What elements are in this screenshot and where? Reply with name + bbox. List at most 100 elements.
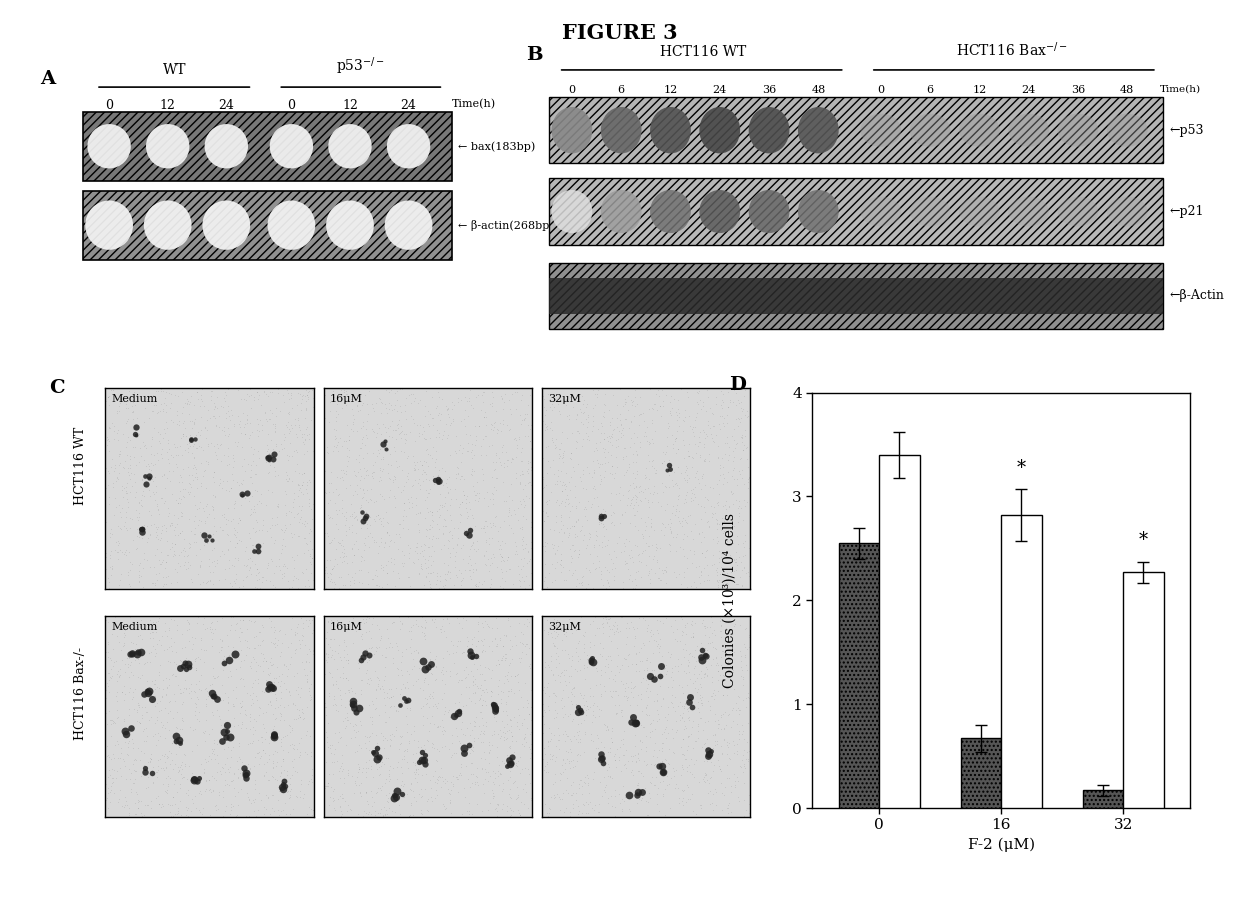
Point (711, 457, 730, 472)
Point (264, 535, 284, 550)
Point (229, 420, 249, 435)
Point (445, 482, 465, 497)
Point (577, 412, 596, 426)
Point (684, 517, 704, 531)
Point (153, 431, 172, 446)
Point (420, 687, 440, 701)
Point (521, 551, 541, 566)
Point (538, 735, 558, 750)
Point (649, 572, 668, 586)
Point (677, 472, 697, 487)
Point (118, 735, 138, 750)
Point (645, 396, 665, 411)
Point (536, 423, 556, 437)
Point (172, 429, 192, 444)
Point (641, 668, 661, 683)
Point (418, 505, 438, 519)
Point (264, 624, 284, 639)
Point (577, 540, 596, 555)
Point (203, 625, 223, 640)
Point (151, 629, 171, 644)
Point (712, 747, 732, 761)
Point (637, 621, 657, 635)
Point (340, 509, 360, 523)
Ellipse shape (910, 196, 950, 226)
Point (708, 521, 728, 536)
Point (681, 494, 701, 509)
Point (283, 530, 303, 544)
Point (696, 452, 715, 467)
Point (366, 728, 386, 742)
Point (639, 453, 658, 467)
Point (326, 551, 346, 566)
Point (508, 702, 528, 717)
Point (587, 524, 606, 539)
Point (574, 658, 594, 673)
Point (260, 403, 280, 417)
Point (351, 421, 371, 436)
Point (195, 643, 215, 657)
Point (693, 651, 713, 666)
Point (520, 490, 539, 505)
Point (265, 639, 285, 654)
Point (211, 632, 231, 646)
Point (143, 625, 162, 640)
Point (544, 673, 564, 687)
Point (436, 477, 456, 491)
Text: Medium: Medium (112, 623, 157, 633)
Point (331, 649, 351, 664)
Point (330, 550, 350, 564)
Point (213, 653, 233, 667)
Point (223, 416, 243, 431)
Point (386, 788, 405, 803)
Point (172, 710, 192, 725)
Point (583, 497, 603, 511)
Point (283, 753, 303, 768)
Point (485, 462, 505, 477)
Point (351, 521, 371, 536)
Point (732, 404, 751, 418)
Point (636, 535, 656, 550)
Point (578, 702, 598, 717)
Point (316, 552, 336, 567)
Point (373, 450, 393, 465)
Point (717, 771, 737, 785)
Point (548, 706, 568, 720)
Point (694, 425, 714, 439)
Point (243, 733, 263, 748)
Point (723, 486, 743, 500)
Point (268, 780, 288, 794)
Point (117, 793, 136, 808)
Point (221, 534, 241, 549)
Point (371, 469, 391, 484)
Point (625, 398, 645, 413)
Point (154, 404, 174, 418)
Point (673, 642, 693, 656)
Point (419, 550, 439, 564)
Point (403, 783, 423, 798)
Point (429, 425, 449, 440)
Point (515, 730, 534, 745)
Point (655, 478, 675, 493)
Point (708, 574, 728, 589)
Point (99, 669, 119, 684)
Point (157, 452, 177, 467)
Point (185, 708, 205, 722)
Point (391, 425, 410, 439)
Point (387, 460, 407, 475)
Point (203, 499, 223, 514)
Point (334, 660, 353, 675)
Point (694, 645, 714, 659)
Point (419, 804, 439, 819)
Point (512, 538, 532, 552)
Point (562, 687, 582, 701)
Point (403, 651, 423, 666)
Point (637, 653, 657, 667)
Point (296, 475, 316, 489)
Point (591, 789, 611, 803)
Point (445, 491, 465, 506)
Point (670, 540, 689, 554)
Point (682, 450, 702, 465)
Point (157, 680, 177, 695)
Point (244, 712, 264, 727)
